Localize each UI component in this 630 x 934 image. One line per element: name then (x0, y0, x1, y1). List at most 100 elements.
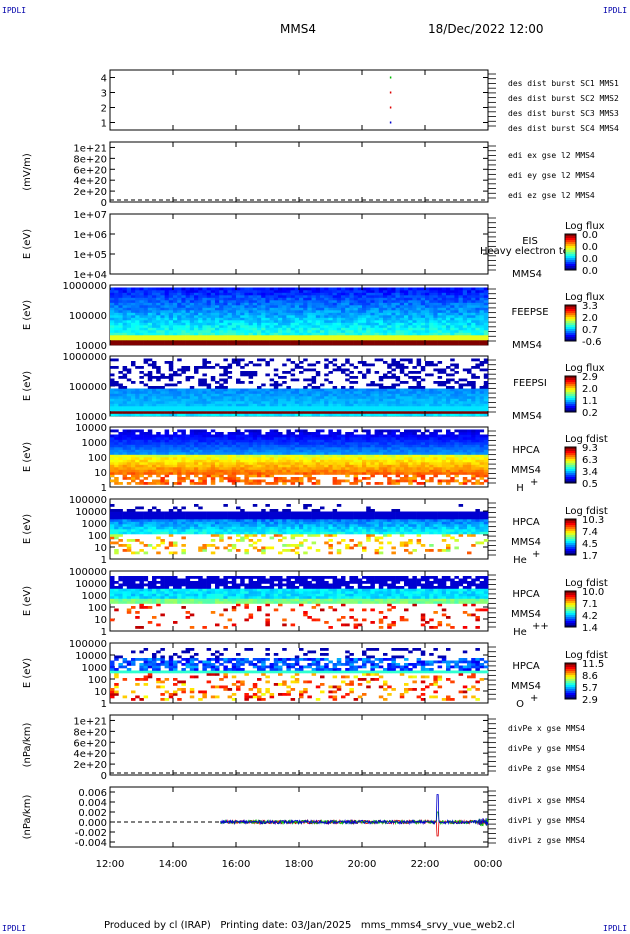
heatmap-cell (441, 396, 447, 399)
heatmap-cell (357, 315, 363, 318)
heatmap-cell (194, 368, 199, 372)
heatmap-cell (173, 317, 178, 321)
heatmap-cell (315, 322, 321, 326)
heatmap-cell (391, 325, 396, 328)
heatmap-cell (206, 302, 212, 306)
heatmap-cell (126, 457, 132, 460)
heatmap-cell (412, 398, 417, 402)
heatmap-cell (299, 459, 304, 463)
heatmap-cell (164, 337, 170, 341)
heatmap-cell (160, 401, 165, 404)
heatmap-cell (122, 447, 128, 450)
heatmap-cell (126, 305, 132, 308)
heatmap-cell (353, 307, 359, 311)
heatmap-cell (299, 444, 304, 448)
heatmap-cell (265, 439, 270, 443)
heatmap-cell (374, 322, 380, 326)
heatmap-cell (479, 290, 485, 293)
heatmap-cell (399, 340, 405, 343)
heatmap-cell (227, 411, 233, 414)
heatmap-cell (261, 305, 266, 308)
heatmap-cell (294, 388, 300, 392)
heatmap-cell (412, 335, 417, 338)
heatmap-cell (160, 388, 165, 392)
heatmap-cell (185, 332, 191, 336)
heatmap-cell (273, 302, 279, 306)
heatmap-cell (328, 292, 333, 296)
heatmap-cell (118, 413, 123, 417)
heatmap-cell (202, 396, 207, 399)
heatmap-cell (378, 315, 384, 318)
heatmap-cell (357, 302, 363, 306)
heatmap-cell (311, 398, 317, 402)
heatmap-cell (441, 320, 447, 323)
heatmap-cell (147, 398, 153, 402)
heatmap-cell (362, 401, 367, 404)
heatmap-cell (156, 479, 161, 483)
heatmap-cell (231, 325, 237, 328)
heatmap-cell (143, 332, 149, 336)
heatmap-cell (446, 403, 451, 407)
heatmap-cell (458, 403, 464, 407)
heatmap-cell (252, 393, 258, 397)
heatmap-cell (395, 411, 401, 414)
heatmap-cell (118, 391, 123, 394)
heatmap-cell (454, 332, 459, 336)
heatmap-cell (269, 454, 275, 458)
heatmap-cell (118, 408, 123, 412)
heatmap-cell (194, 467, 199, 470)
heatmap-cell (160, 472, 165, 475)
heatmap-cell (210, 295, 216, 298)
heatmap-cell (227, 442, 233, 445)
heatmap-cell (177, 381, 182, 384)
heatmap-cell (231, 396, 237, 399)
heatmap-cell (362, 310, 367, 313)
heatmap-cell (202, 437, 207, 440)
heatmap-cell (164, 335, 170, 338)
heatmap-cell (147, 297, 153, 301)
heatmap-cell (324, 335, 329, 338)
heatmap-cell (341, 459, 346, 463)
heatmap-cell (202, 459, 207, 463)
heatmap-cell (223, 396, 228, 399)
heatmap-cell (257, 388, 262, 392)
heatmap-cell (118, 376, 123, 379)
heatmap-cell (425, 315, 430, 318)
heatmap-cell (462, 305, 468, 308)
heatmap-cell (366, 449, 371, 453)
heatmap-cell (307, 302, 312, 306)
heatmap-cell (202, 358, 207, 362)
heatmap-cell (118, 310, 123, 313)
heatmap-cell (483, 302, 489, 306)
heatmap-cell (198, 432, 203, 435)
heatmap-cell (471, 330, 476, 333)
heatmap-cell (336, 457, 342, 460)
heatmap-cell (357, 413, 363, 417)
heatmap-cell (357, 452, 363, 455)
heatmap-cell (160, 302, 165, 306)
heatmap-cell (185, 396, 191, 399)
heatmap-cell (420, 320, 426, 323)
heatmap-cell (122, 464, 128, 468)
heatmap-cell (219, 325, 224, 328)
heatmap-cell (408, 310, 413, 313)
heatmap-cell (416, 312, 422, 316)
heatmap-cell (483, 315, 489, 318)
heatmap-cell (475, 312, 480, 316)
heatmap-cell (374, 403, 380, 407)
heatmap-cell (206, 388, 212, 392)
heatmap-cell (479, 332, 485, 336)
heatmap-cell (181, 464, 186, 468)
heatmap-cell (404, 393, 409, 397)
heatmap-cell (362, 330, 367, 333)
heatmap-cell (181, 403, 186, 407)
heatmap-cell (437, 332, 443, 336)
heatmap-cell (374, 383, 380, 387)
heatmap-cell (282, 302, 287, 306)
heatmap-cell (202, 295, 207, 298)
heatmap-cell (269, 292, 275, 296)
heatmap-cell (273, 342, 279, 346)
heatmap-cell (483, 305, 489, 308)
heatmap-cell (261, 327, 266, 331)
heatmap-cell (341, 337, 346, 341)
